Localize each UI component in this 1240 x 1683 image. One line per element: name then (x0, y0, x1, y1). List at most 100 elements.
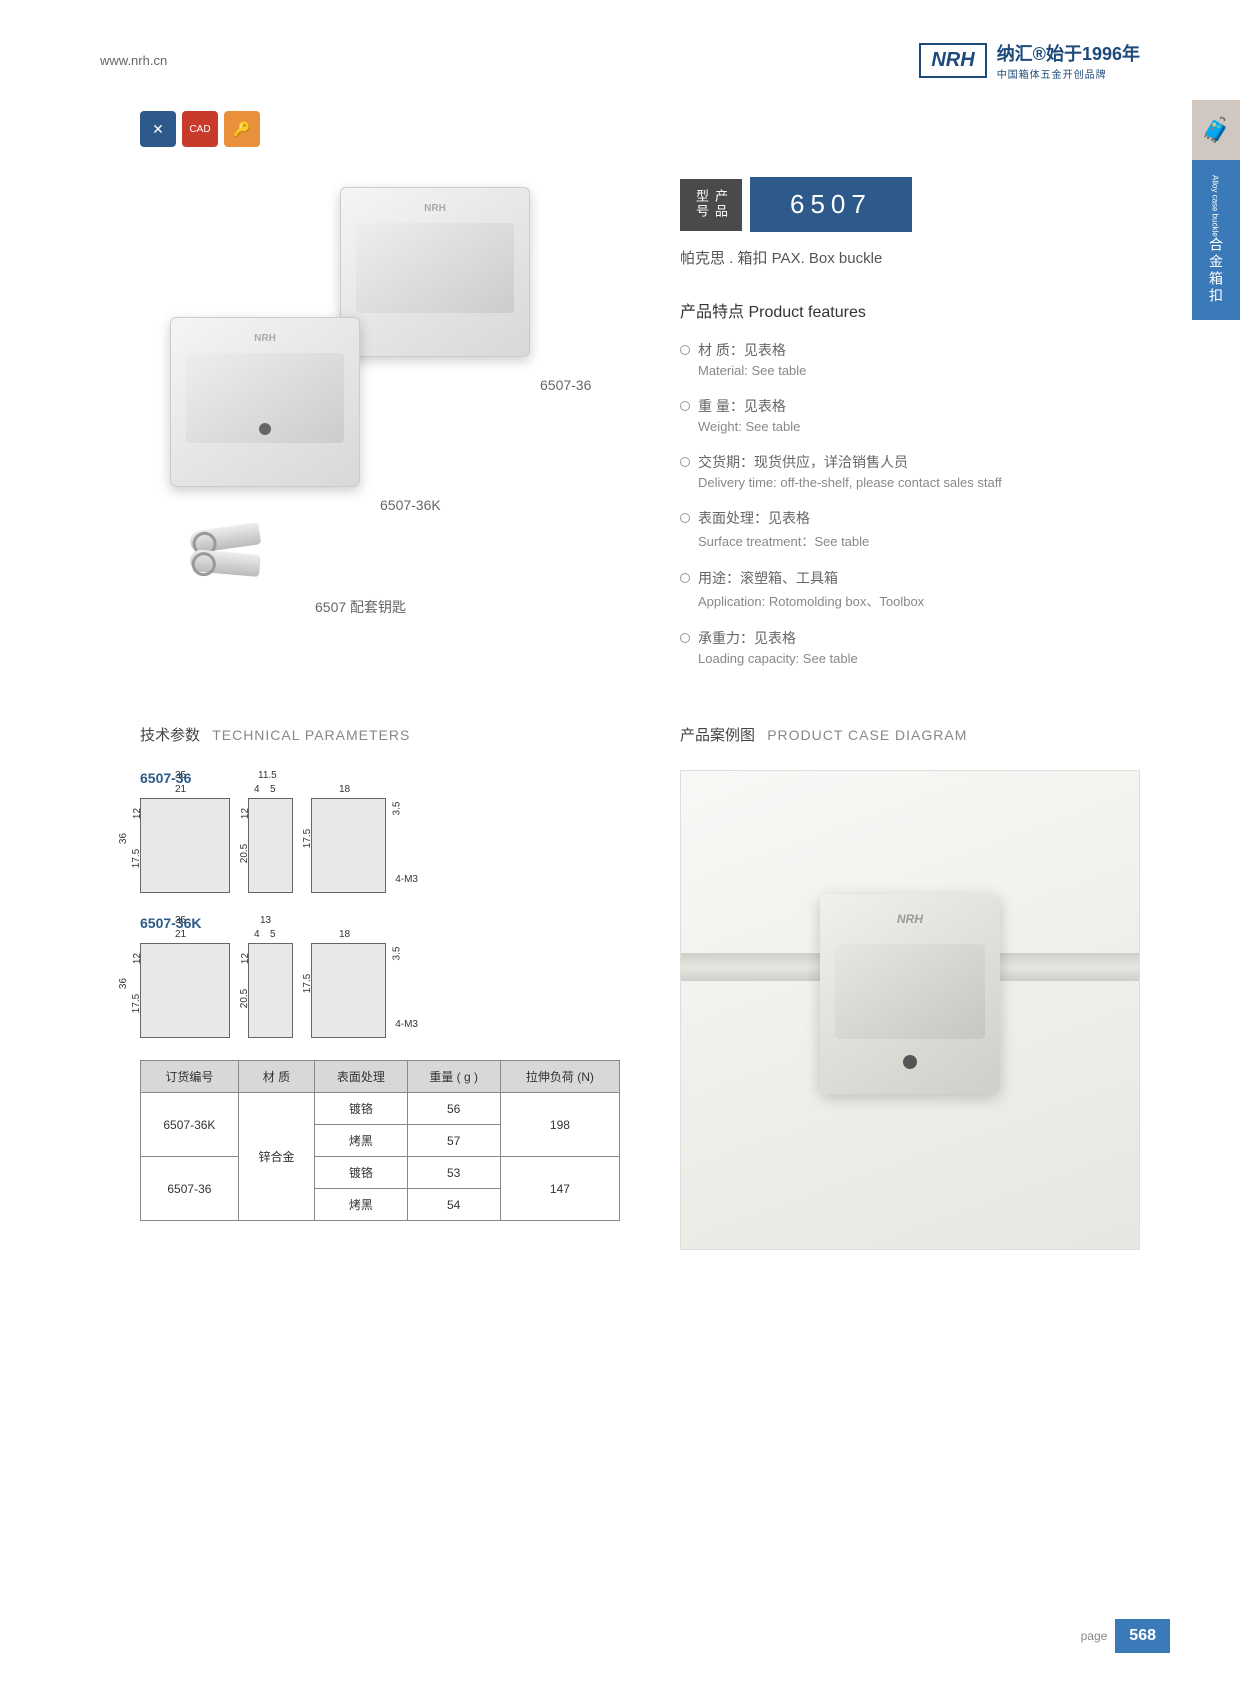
tech-title-cn: 技术参数 (140, 727, 200, 744)
keyhole-icon (903, 1055, 917, 1069)
table-header: 拉伸负荷 (N) (500, 1061, 619, 1093)
drawing-model-2: 6507-36K (140, 915, 620, 931)
drawing-side: 11.5 4 5 12 20.5 (248, 798, 293, 893)
keyhole-icon (259, 423, 271, 435)
feature-en: Material: See table (698, 363, 1140, 378)
feature-en: Surface treatment：See table (698, 531, 1140, 550)
brand-logo: NRH (919, 43, 986, 78)
table-row: 6507-36 镀铬 53 147 (141, 1157, 620, 1189)
table-cell: 烤黑 (315, 1125, 407, 1157)
table-cell: 6507-36 (141, 1157, 239, 1221)
feature-cn: 交货期：现货供应，详洽销售人员 (698, 452, 1140, 472)
brand-text: 纳汇®始于1996年 中国箱体五金开创品牌 (997, 40, 1140, 81)
drawing-box (311, 798, 386, 893)
table-cell: 6507-36K (141, 1093, 239, 1157)
drawing-front: 35 21 36 12 17.5 (140, 798, 230, 893)
feature-cn: 表面处理：见表格 (698, 508, 1140, 528)
category-label: Alloy case buckle 合金箱扣 (1192, 160, 1240, 320)
drawing-box (140, 943, 230, 1038)
drawings-row-2: 35 21 36 12 17.5 13 4 5 12 20.5 18 3.5 1… (140, 943, 620, 1038)
category-icon: 🧳 (1192, 100, 1240, 160)
feature-item: 表面处理：见表格 Surface treatment：See table (680, 508, 1140, 550)
side-category-tab: 🧳 Alloy case buckle 合金箱扣 (1192, 100, 1240, 320)
table-row: 6507-36K 锌合金 镀铬 56 198 (141, 1093, 620, 1125)
feature-en: Loading capacity: See table (698, 651, 1140, 666)
table-cell: 147 (500, 1157, 619, 1221)
drawing-side: 13 4 5 12 20.5 (248, 943, 293, 1038)
drawings-row-1: 35 21 36 12 17.5 11.5 4 5 12 20.5 18 3.5… (140, 798, 620, 893)
table-cell: 锌合金 (238, 1093, 314, 1221)
table-header: 材 质 (238, 1061, 314, 1093)
model-number: 6507 (750, 177, 912, 232)
product-images-column: 6507-36 6507-36K 6507 配套钥匙 (140, 177, 640, 684)
drawing-back: 18 3.5 17.5 4-M3 (311, 798, 386, 893)
table-cell: 53 (407, 1157, 500, 1189)
feature-en: Weight: See table (698, 419, 1140, 434)
drawing-box (248, 798, 293, 893)
technical-section: 技术参数 TECHNICAL PARAMETERS 6507-36 35 21 … (0, 684, 1240, 1250)
badge-tools-icon: ✕ (140, 111, 176, 147)
table-cell: 54 (407, 1189, 500, 1221)
feature-item: 交货期：现货供应，详洽销售人员 Delivery time: off-the-s… (680, 452, 1140, 490)
product-images: 6507-36 6507-36K 6507 配套钥匙 (140, 177, 640, 597)
keys-image (190, 527, 280, 587)
product-subtitle: 帕克思 . 箱扣 PAX. Box buckle (680, 247, 1140, 268)
case-title: 产品案例图 PRODUCT CASE DIAGRAM (680, 724, 1140, 745)
badge-cad-icon: CAD (182, 111, 218, 147)
badge-key-icon: 🔑 (224, 111, 260, 147)
page-header: www.nrh.cn NRH 纳汇®始于1996年 中国箱体五金开创品牌 (0, 0, 1240, 101)
table-cell: 56 (407, 1093, 500, 1125)
table-cell: 烤黑 (315, 1189, 407, 1221)
tech-title: 技术参数 TECHNICAL PARAMETERS (140, 724, 620, 745)
tech-title-en: TECHNICAL PARAMETERS (212, 727, 410, 743)
brand-main: 纳汇®始于1996年 (997, 40, 1140, 66)
feature-list: 材 质：见表格 Material: See table 重 量：见表格 Weig… (680, 340, 1140, 666)
keys-label: 6507 配套钥匙 (315, 597, 406, 617)
table-header: 订货编号 (141, 1061, 239, 1093)
case-title-en: PRODUCT CASE DIAGRAM (767, 727, 967, 743)
table-cell: 57 (407, 1125, 500, 1157)
product-info-column: 产品型号 6507 帕克思 . 箱扣 PAX. Box buckle 产品特点 … (680, 177, 1140, 684)
feature-en: Application: Rotomolding box、Toolbox (698, 591, 1140, 610)
case-buckle (820, 894, 1000, 1094)
parameters-table: 订货编号 材 质 表面处理 重量 ( g ) 拉伸负荷 (N) 6507-36K… (140, 1060, 620, 1221)
product-label-1: 6507-36 (540, 377, 591, 393)
drawing-back: 18 3.5 17.5 4-M3 (311, 943, 386, 1038)
features-title: 产品特点 Product features (680, 298, 1140, 322)
feature-en: Delivery time: off-the-shelf, please con… (698, 475, 1140, 490)
page-footer: page 568 (1081, 1619, 1170, 1653)
drawing-box (140, 798, 230, 893)
drawing-box (311, 943, 386, 1038)
feature-cn: 承重力：见表格 (698, 628, 1140, 648)
feature-cn: 用途：滚塑箱、工具箱 (698, 568, 1140, 588)
page-number: 568 (1115, 1619, 1170, 1653)
model-number-row: 产品型号 6507 (680, 177, 1140, 232)
category-en: Alloy case buckle (1211, 175, 1220, 237)
category-cn: 合金箱扣 (1206, 237, 1226, 305)
feature-item: 承重力：见表格 Loading capacity: See table (680, 628, 1140, 666)
website-url: www.nrh.cn (100, 53, 167, 68)
table-header: 表面处理 (315, 1061, 407, 1093)
case-title-cn: 产品案例图 (680, 727, 755, 744)
product-case-image (680, 770, 1140, 1250)
product-image-6507-36k (170, 317, 360, 487)
feature-badges: ✕ CAD 🔑 (140, 111, 1240, 147)
feature-item: 用途：滚塑箱、工具箱 Application: Rotomolding box、… (680, 568, 1140, 610)
product-image-6507-36 (340, 187, 530, 357)
key-icon (189, 549, 261, 577)
brand-sub: 中国箱体五金开创品牌 (997, 66, 1140, 81)
page-label: page (1081, 1629, 1108, 1643)
brand-block: NRH 纳汇®始于1996年 中国箱体五金开创品牌 (919, 40, 1140, 81)
table-header-row: 订货编号 材 质 表面处理 重量 ( g ) 拉伸负荷 (N) (141, 1061, 620, 1093)
feature-cn: 材 质：见表格 (698, 340, 1140, 360)
drawing-box (248, 943, 293, 1038)
table-cell: 镀铬 (315, 1157, 407, 1189)
drawing-front: 35 21 36 12 17.5 (140, 943, 230, 1038)
product-case-column: 产品案例图 PRODUCT CASE DIAGRAM (680, 724, 1140, 1250)
main-content: 6507-36 6507-36K 6507 配套钥匙 产品型号 6507 帕克思… (0, 147, 1240, 684)
model-tag: 产品型号 (680, 179, 742, 231)
drawing-model-1: 6507-36 (140, 770, 620, 786)
product-label-2: 6507-36K (380, 497, 441, 513)
feature-cn: 重 量：见表格 (698, 396, 1140, 416)
feature-item: 重 量：见表格 Weight: See table (680, 396, 1140, 434)
